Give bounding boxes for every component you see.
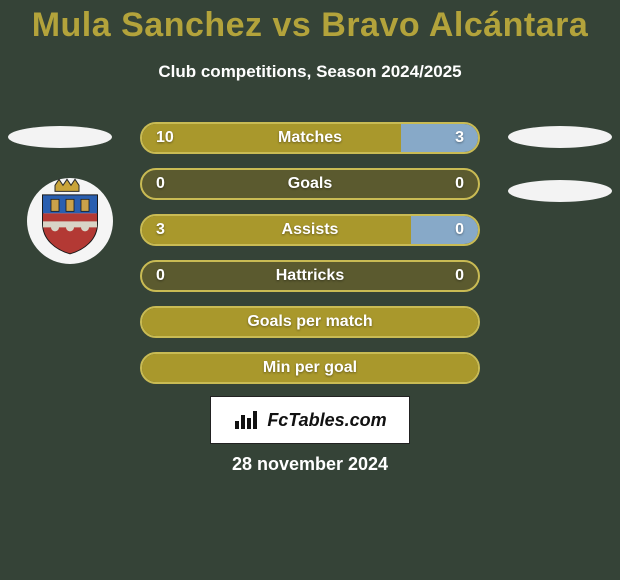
stat-value-right: 0 bbox=[455, 170, 464, 198]
club-crest bbox=[27, 178, 113, 264]
stat-bar: Matches10 3 bbox=[140, 122, 480, 154]
stat-value-right: 3 bbox=[455, 124, 464, 152]
crest-icon bbox=[37, 177, 103, 255]
stat-value-right: 0 bbox=[455, 216, 464, 244]
stat-label: Matches bbox=[142, 124, 478, 152]
player-right-placeholder-1 bbox=[508, 126, 612, 148]
stat-value-left: 3 bbox=[156, 216, 165, 244]
stat-label: Assists bbox=[142, 216, 478, 244]
page-subtitle: Club competitions, Season 2024/2025 bbox=[0, 62, 620, 82]
stat-label: Min per goal bbox=[142, 354, 478, 382]
fctables-logo: FcTables.com bbox=[210, 396, 410, 444]
player-right-placeholder-2 bbox=[508, 180, 612, 202]
stat-value-left: 10 bbox=[156, 124, 174, 152]
stat-value-right: 0 bbox=[455, 262, 464, 290]
logo-text: FcTables.com bbox=[267, 410, 386, 431]
player-left-placeholder bbox=[8, 126, 112, 148]
stat-bar: Hattricks0 0 bbox=[140, 260, 480, 292]
stat-value-left: 0 bbox=[156, 262, 165, 290]
stat-bar: Min per goal bbox=[140, 352, 480, 384]
stat-value-left: 0 bbox=[156, 170, 165, 198]
page-title: Mula Sanchez vs Bravo Alcántara bbox=[0, 6, 620, 45]
bars-icon bbox=[233, 409, 261, 431]
stat-label: Hattricks bbox=[142, 262, 478, 290]
date-text: 28 november 2024 bbox=[0, 454, 620, 475]
stat-bar: Assists3 0 bbox=[140, 214, 480, 246]
stat-bar: Goals per match bbox=[140, 306, 480, 338]
stat-label: Goals bbox=[142, 170, 478, 198]
stat-bar: Goals0 0 bbox=[140, 168, 480, 200]
stats-bars: Matches103Goals00Assists30Hattricks00Goa… bbox=[140, 122, 480, 398]
stat-label: Goals per match bbox=[142, 308, 478, 336]
